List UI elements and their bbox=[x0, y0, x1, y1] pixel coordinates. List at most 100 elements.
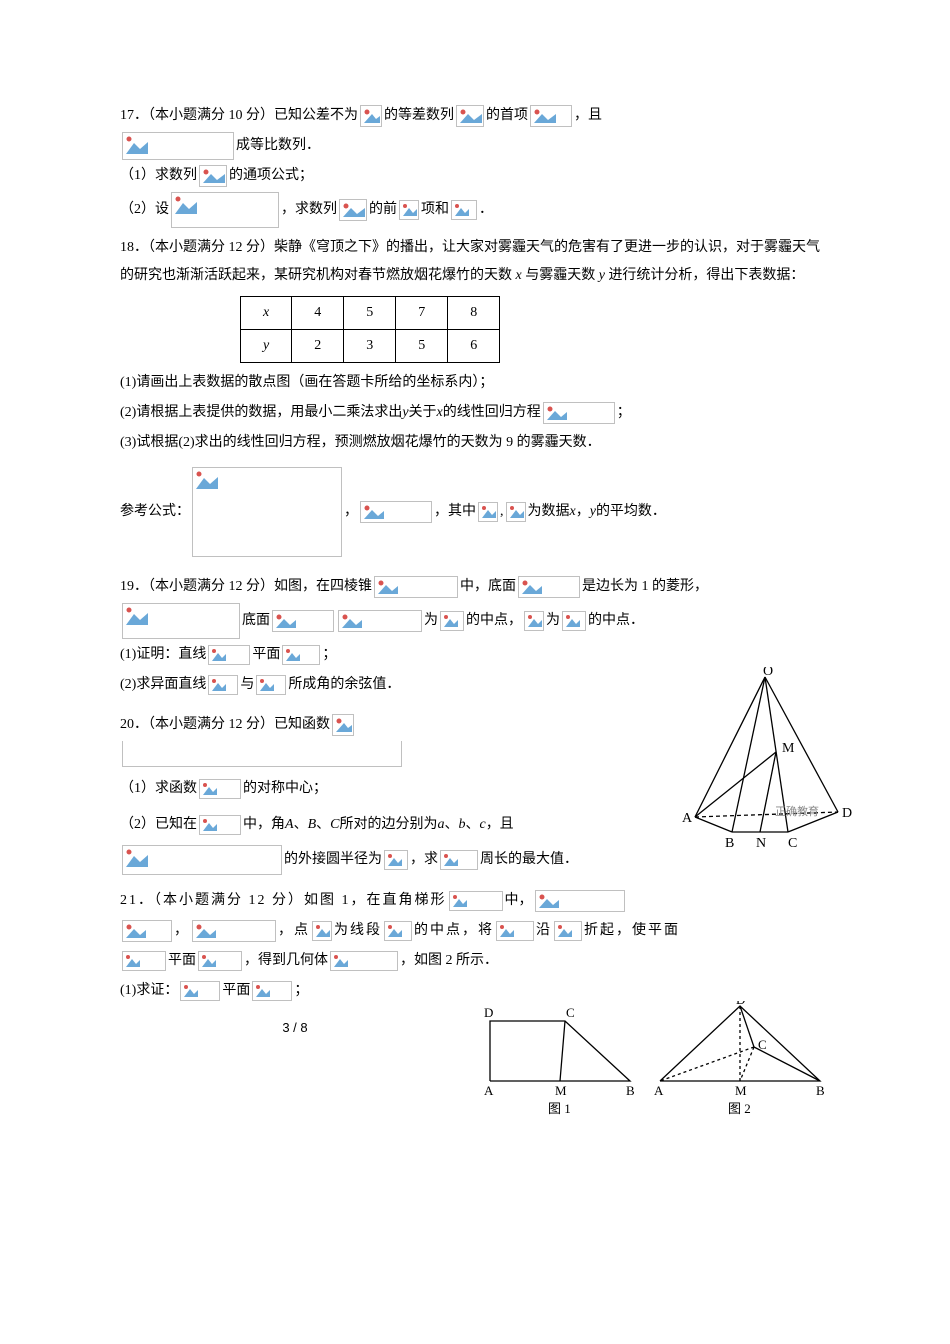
broken-image-icon bbox=[449, 891, 503, 911]
cell: 4 bbox=[292, 297, 344, 330]
q18-p1: (1)请画出上表数据的散点图（画在答题卡所给的坐标系内）； bbox=[120, 369, 830, 397]
q17-line2: 成等比数列． bbox=[120, 132, 830, 160]
broken-image-icon bbox=[122, 951, 166, 971]
broken-image-icon bbox=[282, 645, 320, 665]
broken-image-icon bbox=[360, 105, 382, 127]
text: (1)求证： bbox=[120, 977, 178, 1005]
broken-image-icon bbox=[451, 200, 477, 220]
label-D: D bbox=[484, 1005, 493, 1020]
table-row: x 4 5 7 8 bbox=[241, 297, 500, 330]
cell: 5 bbox=[344, 297, 396, 330]
text: (2)求异面直线 bbox=[120, 671, 206, 699]
text: 与雾霾天数 bbox=[522, 268, 599, 283]
broken-image-icon bbox=[543, 402, 615, 424]
broken-image-icon bbox=[360, 501, 432, 523]
cell: x bbox=[241, 297, 292, 330]
label-M: M bbox=[782, 741, 795, 756]
text: ； bbox=[322, 641, 336, 669]
text: , bbox=[500, 498, 504, 526]
broken-image-icon bbox=[440, 611, 464, 631]
cell: 5 bbox=[396, 330, 448, 363]
text: 中，底面 bbox=[460, 573, 516, 601]
text: ，求数列 bbox=[281, 196, 337, 224]
broken-image-icon bbox=[535, 890, 625, 912]
text: 为 bbox=[546, 607, 560, 635]
text: 平面 bbox=[168, 947, 196, 975]
broken-image-icon bbox=[374, 576, 458, 598]
text: 、 bbox=[465, 811, 479, 839]
cell: y bbox=[241, 330, 292, 363]
text: 的对称中心； bbox=[243, 775, 327, 803]
data-table: x 4 5 7 8 y 2 3 5 6 bbox=[240, 296, 500, 363]
q21-line2: ， ，点 为线段 的中点，将 沿 折起，使平面 bbox=[120, 917, 830, 945]
broken-image-icon bbox=[312, 921, 332, 941]
text: 21．（本小题满分 12 分）如图 1，在直角梯形 bbox=[120, 887, 447, 915]
text: 20．（本小题满分 12 分）已知函数 bbox=[120, 711, 330, 739]
text: 的线性回归方程 bbox=[443, 399, 541, 427]
fold-figures: A B C D M 图 1 A B C D M bbox=[470, 1001, 830, 1132]
q21-line3: 平面 ，得到几何体 ，如图 2 所示． bbox=[120, 947, 830, 975]
broken-image-icon bbox=[554, 921, 582, 941]
text: ，且 bbox=[574, 102, 602, 130]
broken-image-icon bbox=[399, 200, 419, 220]
text: 关于 bbox=[409, 399, 437, 427]
broken-image-icon bbox=[384, 921, 412, 941]
text: 底面 bbox=[242, 607, 270, 635]
text: 周长的最大值． bbox=[480, 846, 578, 874]
broken-image-icon bbox=[199, 779, 241, 799]
text: 、 bbox=[294, 811, 308, 839]
q18-head: 18．（本小题满分 12 分）柴静《穹顶之下》的播出，让大家对雾霾天气的危害有了… bbox=[120, 234, 830, 290]
text: 的中点，将 bbox=[414, 917, 494, 945]
label-B: B bbox=[725, 836, 734, 851]
broken-image-icon bbox=[338, 610, 422, 632]
cell: 2 bbox=[292, 330, 344, 363]
text: 、 bbox=[316, 811, 330, 839]
text: 平面 bbox=[252, 641, 280, 669]
text: 19．（本小题满分 12 分）如图，在四棱锥 bbox=[120, 573, 372, 601]
q18-p3: (3)试根据(2)求出的线性回归方程，预测燃放烟花爆竹的天数为 9 的雾霾天数． bbox=[120, 429, 830, 457]
label-N: N bbox=[756, 836, 766, 851]
label-D: D bbox=[736, 1001, 745, 1007]
watermark-text: 正确教育 bbox=[775, 804, 819, 818]
var: A bbox=[285, 811, 294, 839]
text: 的中点． bbox=[588, 607, 644, 635]
text: 的等差数列 bbox=[384, 102, 454, 130]
text: 中，角 bbox=[243, 811, 285, 839]
text: ，点 bbox=[278, 917, 310, 945]
broken-image-icon bbox=[256, 675, 286, 695]
text: 所成角的余弦值． bbox=[288, 671, 400, 699]
broken-image-icon bbox=[208, 645, 250, 665]
label-M: M bbox=[735, 1083, 747, 1098]
label-A: A bbox=[682, 811, 693, 826]
text: 是边长为 1 的菱形， bbox=[582, 573, 708, 601]
text: 的外接圆半径为 bbox=[284, 846, 382, 874]
text: 为线段 bbox=[334, 917, 382, 945]
q19-line1: 19．（本小题满分 12 分）如图，在四棱锥 中，底面 是边长为 1 的菱形， bbox=[120, 573, 830, 601]
broken-image-icon bbox=[440, 850, 478, 870]
label-O: O bbox=[763, 667, 773, 679]
q17-line1: 17．（本小题满分 10 分）已知公差不为 的等差数列 的首项 ，且 bbox=[120, 102, 830, 130]
text: ， bbox=[576, 498, 590, 526]
broken-image-icon bbox=[122, 741, 402, 767]
text: 的平均数． bbox=[596, 498, 666, 526]
fig2-label: 图 2 bbox=[728, 1101, 751, 1116]
text: （2）设 bbox=[120, 196, 169, 224]
text: 进行统计分析，得出下表数据： bbox=[605, 268, 805, 283]
broken-image-icon bbox=[384, 850, 408, 870]
broken-image-icon bbox=[562, 611, 586, 631]
text: ，且 bbox=[486, 811, 514, 839]
broken-image-icon bbox=[122, 845, 282, 875]
pyramid-figure: O A B C D M N 正确教育 bbox=[660, 667, 860, 868]
text: ． bbox=[479, 196, 493, 224]
broken-image-icon bbox=[332, 714, 354, 736]
broken-image-icon bbox=[339, 199, 367, 221]
text: 的首项 bbox=[486, 102, 528, 130]
text: 参考公式： bbox=[120, 498, 190, 526]
label-C: C bbox=[758, 1037, 767, 1052]
broken-image-icon bbox=[506, 502, 526, 522]
var: b bbox=[458, 811, 465, 839]
text: ； bbox=[294, 977, 308, 1005]
text: ，得到几何体 bbox=[244, 947, 328, 975]
cell: 3 bbox=[344, 330, 396, 363]
text: ； bbox=[617, 399, 631, 427]
